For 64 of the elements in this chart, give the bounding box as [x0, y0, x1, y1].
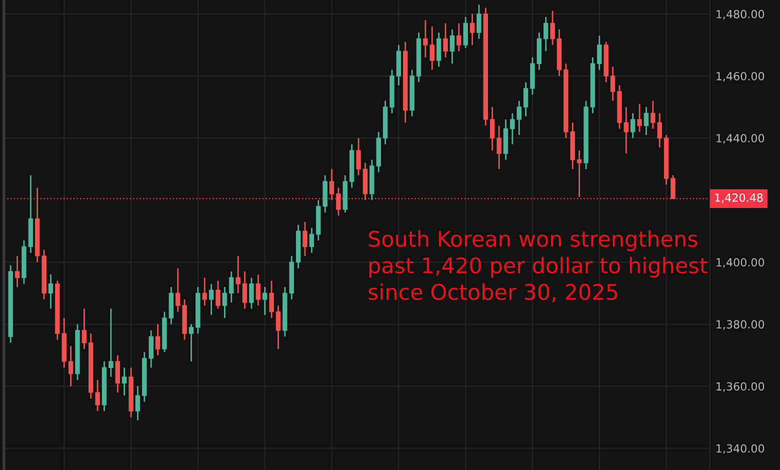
candlestick: [443, 22, 448, 58]
candlestick: [650, 100, 656, 130]
candlestick: [302, 221, 308, 257]
candlestick: [135, 386, 140, 422]
annotation: South Korean won strengthens past 1,420 per dollar to highest since October 30, 2025: [368, 230, 708, 302]
candlestick: [637, 103, 642, 133]
candlestick: [496, 124, 502, 170]
y-tick-label: 1,460.00: [716, 72, 764, 82]
candlestick: [249, 276, 254, 310]
candlestick: [597, 34, 602, 70]
candlestick: [657, 112, 662, 148]
candlestick: [523, 82, 528, 118]
y-tick-label: 1,480.00: [716, 10, 764, 20]
candlestick: [516, 100, 522, 136]
candlestick: [276, 304, 281, 350]
candlestick: [236, 255, 240, 294]
candlestick: [256, 274, 261, 306]
candlestick: [269, 280, 274, 319]
candlestick: [242, 270, 248, 310]
candlestick: [450, 28, 455, 64]
candlestick: [436, 32, 442, 68]
ref-line-label: 1,420.48: [715, 193, 763, 203]
candlestick: [630, 112, 636, 139]
candlestick: [610, 66, 616, 102]
candlestick: [216, 280, 220, 310]
candlestick: [208, 283, 214, 316]
candlestick: [82, 308, 87, 350]
candlestick: [624, 106, 629, 154]
candlestick: [550, 10, 555, 46]
candlestick: [336, 186, 341, 216]
candlestick: [95, 379, 100, 412]
candlestick: [456, 22, 462, 52]
candlestick: [68, 345, 74, 387]
candlestick: [122, 366, 127, 396]
candlestick: [309, 227, 314, 254]
candlestick: [670, 174, 676, 200]
candlestick: [222, 286, 228, 319]
y-tick-label: 1,380.00: [716, 320, 764, 330]
candlestick: [115, 354, 120, 394]
candlestick: [329, 168, 334, 201]
candlestick: [48, 274, 54, 310]
candlestick: [463, 16, 468, 49]
candlestick: [490, 106, 495, 152]
candlestick: [576, 150, 582, 198]
candlestick: [430, 26, 434, 70]
candlestick: [155, 323, 160, 356]
candlestick: [476, 4, 482, 40]
candlestick: [644, 106, 649, 136]
candlestick: [544, 16, 548, 52]
y-tick-label: 1,340.00: [716, 444, 764, 454]
candlestick: [423, 19, 428, 58]
candlestick: [510, 112, 515, 145]
y-tick-label: 1,360.00: [716, 382, 764, 392]
candlestick: [356, 137, 361, 176]
y-tick-label: 1,440.00: [716, 134, 764, 144]
candlestick: [176, 268, 180, 312]
candlestick: [108, 308, 114, 378]
candlestick: [262, 286, 268, 316]
candlestick: [470, 13, 475, 46]
candlestick: [202, 276, 207, 306]
candlestick: [229, 270, 234, 304]
candlestick: [188, 323, 194, 362]
candlestick: [14, 255, 20, 288]
y-tick-label: 1,400.00: [716, 258, 764, 268]
